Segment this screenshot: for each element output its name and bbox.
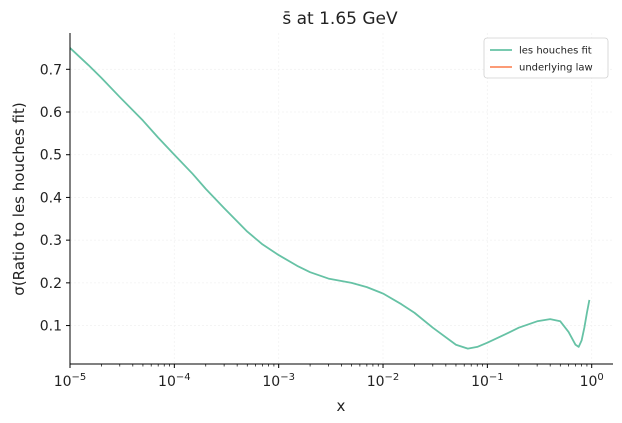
grid <box>69 33 613 364</box>
legend-label: les houches fit <box>519 46 592 57</box>
y-tick-label: 0.7 <box>40 62 62 78</box>
y-tick-label: 0.2 <box>40 276 62 292</box>
chart-title: s̄ at 1.65 GeV <box>282 9 398 29</box>
x-axis-label: x <box>337 397 346 415</box>
ticks: 0.1 0.2 0.3 0.4 0.5 0.6 0.7 10−5 10−4 10−3 10−2 10−… <box>40 62 604 390</box>
axes <box>69 33 613 365</box>
legend-box <box>483 37 609 79</box>
x-tick-label: 10−1 <box>471 372 504 390</box>
x-tick-label: 10−5 <box>54 372 87 390</box>
x-tick-label: 10−4 <box>158 372 191 390</box>
y-tick-label: 0.6 <box>40 105 62 121</box>
series-lines <box>69 47 591 350</box>
x-tick-label: 10−2 <box>367 372 400 390</box>
y-tick-label: 0.3 <box>40 233 62 249</box>
y-tick-label: 0.5 <box>40 148 62 164</box>
x-tick-label: 100 <box>580 372 604 390</box>
legend: les houches fit underlying law <box>483 37 609 79</box>
series-line <box>69 47 591 350</box>
y-tick-label: 0.4 <box>40 190 62 206</box>
x-tick-label: 10−3 <box>262 372 295 390</box>
y-tick-label: 0.1 <box>40 319 62 335</box>
legend-label: underlying law <box>519 63 593 74</box>
y-axis-label: σ(Ratio to les houches fit) <box>10 102 28 295</box>
